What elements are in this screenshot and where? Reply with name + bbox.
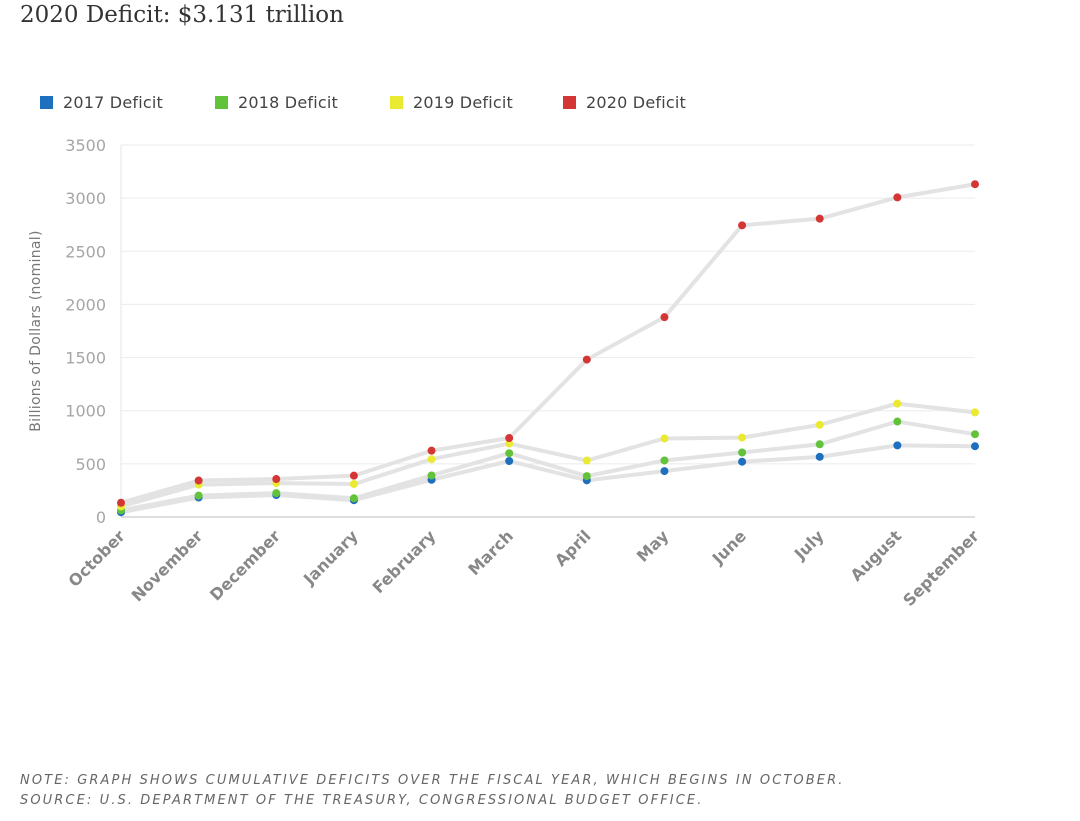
data-point-series-3 (738, 433, 747, 442)
data-point-series-3 (660, 434, 669, 443)
x-tick-label: December (206, 526, 284, 604)
data-point-series-2 (194, 491, 203, 500)
data-point-series-1 (815, 452, 824, 461)
y-axis-title: Billions of Dollars (nominal) (28, 230, 44, 431)
series-line-2 (119, 419, 977, 513)
chart-title: 2020 Deficit: $3.131 trillion (20, 2, 344, 28)
data-point-series-4 (971, 180, 979, 189)
data-point-series-4 (272, 475, 281, 484)
data-point-series-4 (349, 471, 358, 480)
legend-label-2018: 2018 Deficit (238, 93, 338, 112)
legend-label-2019: 2019 Deficit (413, 93, 513, 112)
y-tick-label: 0 (96, 508, 106, 527)
data-point-series-4 (117, 498, 125, 507)
legend-item-2017[interactable]: 2017 Deficit (40, 93, 163, 112)
data-point-series-1 (660, 467, 669, 476)
x-tick-label: September (899, 526, 983, 610)
legend-item-2018[interactable]: 2018 Deficit (215, 93, 338, 112)
data-point-series-4 (194, 476, 203, 485)
data-point-series-4 (582, 355, 591, 364)
legend-item-2019[interactable]: 2019 Deficit (390, 93, 513, 112)
series-line-3 (119, 401, 977, 509)
data-point-series-4 (505, 434, 514, 443)
legend-swatch-2020 (563, 96, 576, 109)
legend-label-2020: 2020 Deficit (586, 93, 686, 112)
data-point-series-1 (893, 441, 902, 450)
data-point-series-2 (427, 471, 436, 480)
data-point-series-2 (660, 456, 669, 465)
y-tick-label: 3500 (65, 136, 106, 155)
data-point-series-1 (505, 456, 514, 465)
y-tick-label: 1000 (65, 402, 106, 421)
data-point-series-3 (893, 399, 902, 408)
data-point-series-1 (738, 457, 747, 466)
data-point-series-2 (505, 449, 514, 458)
data-point-series-4 (660, 313, 669, 322)
series-line-4 (119, 182, 977, 505)
data-point-series-3 (582, 456, 591, 465)
data-point-series-4 (738, 221, 747, 230)
y-tick-label: 500 (75, 455, 106, 474)
data-point-series-1 (971, 442, 979, 451)
data-point-series-3 (505, 439, 514, 448)
x-tick-label: January (299, 526, 362, 589)
data-point-series-2 (582, 472, 591, 481)
x-tick-label: October (65, 526, 129, 590)
legend-label-2017: 2017 Deficit (63, 93, 163, 112)
x-tick-label: February (369, 526, 440, 597)
chart-source: SOURCE: U.S. DEPARTMENT OF THE TREASURY,… (20, 793, 704, 808)
data-point-series-4 (893, 193, 902, 202)
x-tick-label: November (128, 526, 207, 605)
legend-swatch-2018 (215, 96, 228, 109)
y-tick-label: 2500 (65, 242, 106, 261)
legend-swatch-2019 (390, 96, 403, 109)
data-point-series-2 (738, 448, 747, 457)
data-point-series-3 (971, 408, 979, 417)
legend-swatch-2017 (40, 96, 53, 109)
x-tick-label: March (464, 526, 517, 579)
data-point-series-3 (815, 420, 824, 429)
data-point-series-2 (815, 440, 824, 449)
data-point-series-2 (272, 489, 281, 498)
y-tick-label: 1500 (65, 349, 106, 368)
data-point-series-2 (893, 417, 902, 426)
data-point-series-3 (349, 480, 358, 489)
x-tick-label: May (633, 526, 673, 566)
data-point-series-3 (427, 455, 436, 464)
y-tick-label: 3000 (65, 189, 106, 208)
x-tick-label: June (708, 526, 750, 568)
data-point-series-4 (815, 214, 824, 223)
chart-note: NOTE: GRAPH SHOWS CUMULATIVE DEFICITS OV… (20, 773, 845, 788)
x-tick-label: July (790, 526, 828, 564)
legend-item-2020[interactable]: 2020 Deficit (563, 93, 686, 112)
x-tick-label: August (847, 526, 906, 585)
data-point-series-2 (971, 430, 979, 439)
x-tick-label: April (551, 526, 595, 570)
data-point-series-4 (427, 446, 436, 455)
data-point-series-2 (349, 494, 358, 503)
y-tick-label: 2000 (65, 295, 106, 314)
